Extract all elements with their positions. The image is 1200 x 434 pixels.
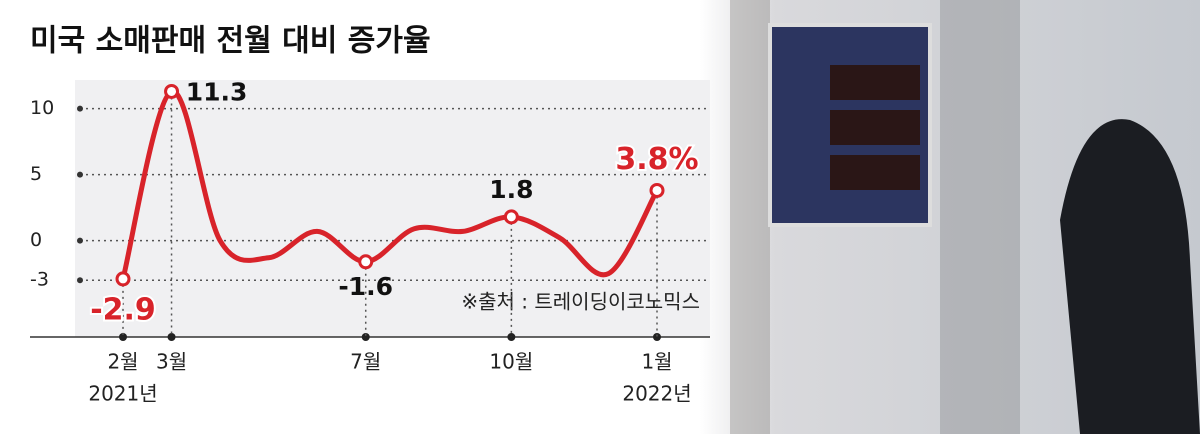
price-panel — [830, 155, 920, 190]
value-label: 3.8% — [615, 142, 698, 177]
source-note: ※출처 : 트레이딩이코노믹스 — [461, 290, 700, 314]
grid-dot — [77, 105, 83, 112]
x-tick-label: 1월 — [641, 350, 672, 374]
point-marker — [115, 271, 131, 287]
y-tick-label: 5 — [30, 163, 42, 185]
point-marker — [649, 182, 665, 198]
x-sublabel: 2022년 — [622, 382, 691, 406]
grid-dot — [77, 237, 83, 244]
y-tick-label: -3 — [30, 269, 49, 291]
plot-area — [75, 80, 710, 337]
value-label: -2.9 — [90, 292, 156, 327]
y-tick-label: 0 — [30, 229, 42, 251]
x-tick-label: 2월 — [107, 350, 138, 374]
price-panel — [830, 65, 920, 100]
fire-escape — [940, 0, 1020, 434]
building — [730, 0, 770, 434]
x-tick-dot — [653, 333, 661, 341]
x-tick-dot — [167, 333, 176, 341]
value-label: -1.6 — [338, 272, 393, 301]
x-tick-dot — [119, 333, 127, 341]
y-tick-label: 10 — [30, 97, 54, 119]
x-tick-label: 10월 — [489, 350, 533, 374]
value-label: 11.3 — [186, 77, 248, 106]
value-label: 1.8 — [489, 175, 533, 204]
x-tick-label: 7월 — [350, 350, 381, 374]
price-panel — [830, 110, 920, 145]
person — [1060, 119, 1200, 434]
chart-title: 미국 소매판매 전월 대비 증가율 — [30, 24, 431, 59]
x-tick-dot — [361, 333, 370, 341]
point-marker — [164, 83, 180, 99]
x-sublabel: 2021년 — [88, 382, 157, 406]
grid-dot — [77, 277, 83, 284]
x-tick-label: 3월 — [156, 350, 187, 374]
point-marker — [358, 254, 374, 270]
grid-dot — [77, 171, 83, 178]
point-marker — [503, 209, 519, 225]
